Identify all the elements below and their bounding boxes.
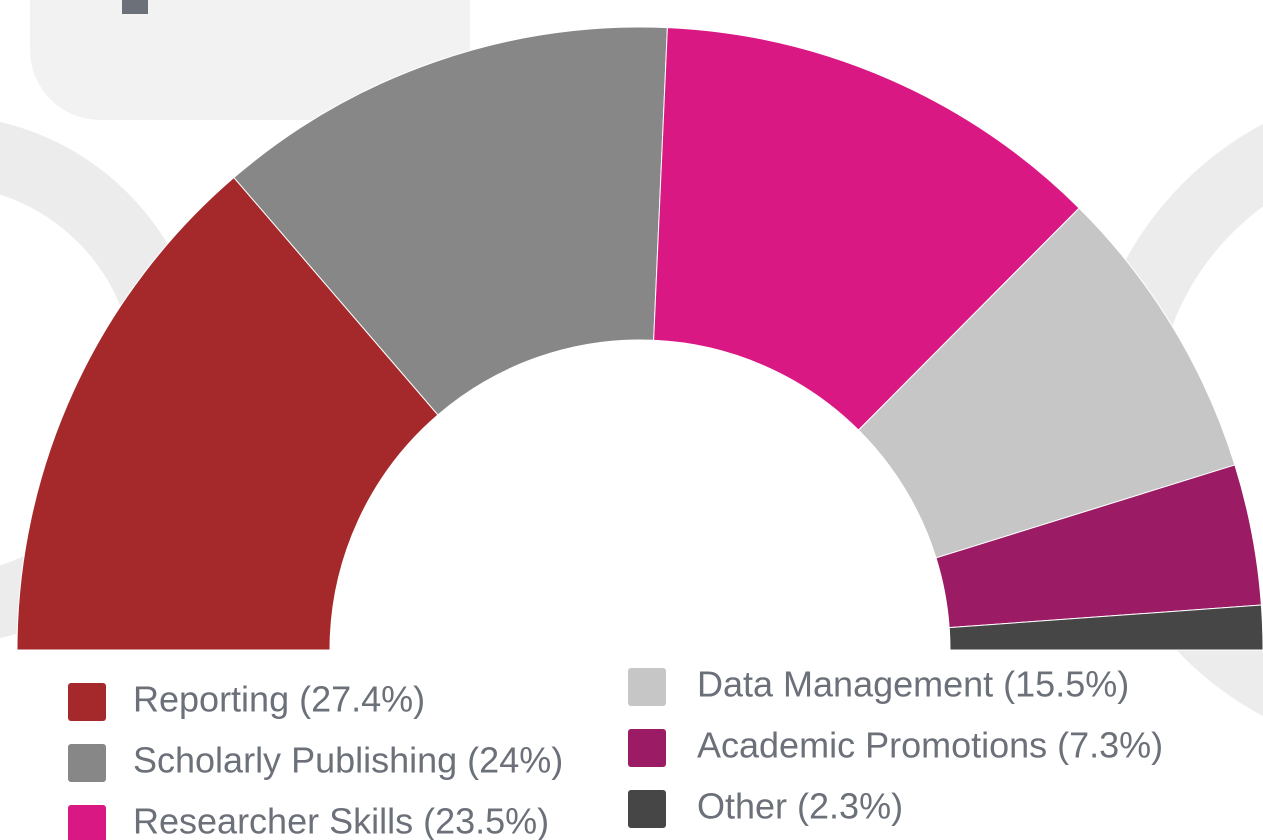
legend-swatch (628, 729, 666, 767)
slice (16, 176, 439, 651)
slice (653, 27, 1080, 431)
legend-swatch (68, 805, 106, 840)
cropped-glyph (122, 0, 148, 14)
slice (948, 604, 1263, 651)
legend-label: Researcher Skills (23.5%) (133, 801, 549, 840)
legend-label: Academic Promotions (7.3%) (697, 725, 1163, 766)
legend-swatch (628, 668, 666, 706)
legend-label: Data Management (15.5%) (697, 664, 1129, 705)
legend-swatch (628, 790, 666, 828)
legend-label: Reporting (27.4%) (133, 679, 425, 720)
legend-swatch (68, 744, 106, 782)
legend-label: Scholarly Publishing (24%) (133, 740, 563, 781)
legend-label: Other (2.3%) (697, 786, 903, 827)
slice (233, 26, 668, 416)
legend-swatch (68, 683, 106, 721)
